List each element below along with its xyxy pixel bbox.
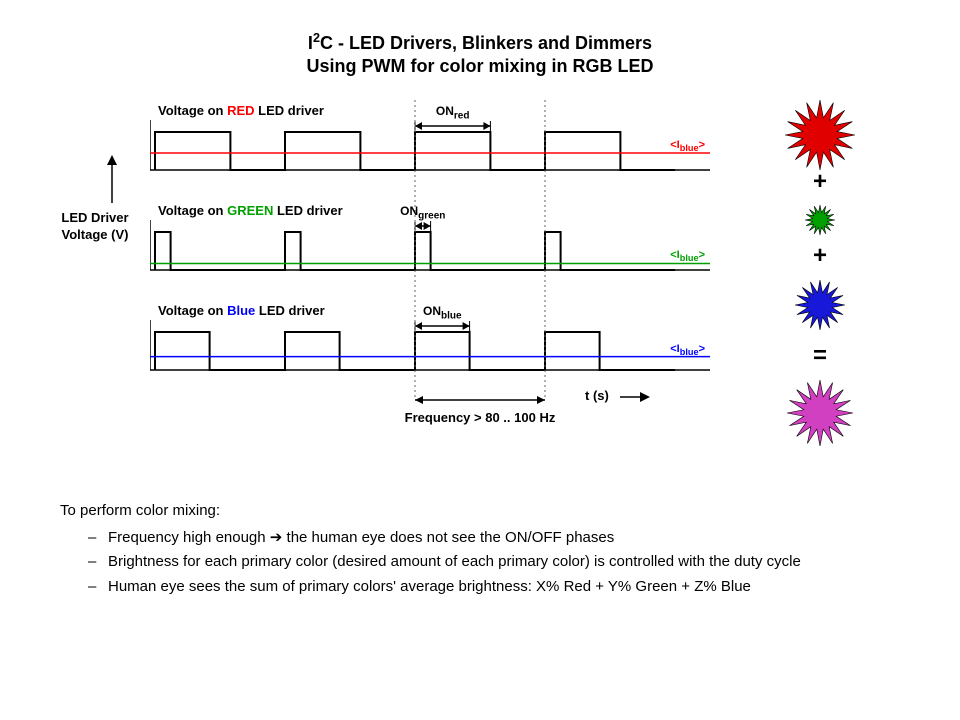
waveform-green-label: Voltage on GREEN LED driver <box>158 203 343 218</box>
page-title: I2C - LED Drivers, Blinkers and Dimmers … <box>0 30 960 79</box>
starburst-green-icon <box>805 205 835 235</box>
equals: = <box>805 342 835 370</box>
yaxis-label: LED Driver Voltage (V) <box>60 210 130 244</box>
avg-label-red: <Iblue> <box>670 139 705 153</box>
text-intro: To perform color mixing: <box>60 500 900 523</box>
freq-label: Frequency > 80 .. 100 Hz <box>380 410 580 425</box>
avg-label-green: <Iblue> <box>670 249 705 263</box>
starburst-mix-icon <box>787 380 853 446</box>
starburst-red-icon <box>785 100 855 170</box>
plus-1: + <box>805 168 835 196</box>
taxis-arrow-icon <box>620 390 650 404</box>
yaxis-text: LED Driver Voltage (V) <box>61 210 128 242</box>
bullet-2: Brightness for each primary color (desir… <box>60 551 900 574</box>
avg-label-blue: <Iblue> <box>670 343 705 357</box>
bullet-3: Human eye sees the sum of primary colors… <box>60 576 900 599</box>
waveform-blue-label: Voltage on Blue LED driver <box>158 303 325 318</box>
starburst-blue-icon <box>795 280 845 330</box>
taxis-label: t (s) <box>585 388 609 403</box>
yaxis-arrow-icon <box>102 155 122 205</box>
on-label-green: ONgreen <box>393 204 453 221</box>
on-label-blue: ONblue <box>412 304 472 321</box>
plus-2: + <box>805 242 835 270</box>
title-line2: Using PWM for color mixing in RGB LED <box>306 56 653 76</box>
text-block: To perform color mixing: Frequency high … <box>60 500 900 600</box>
waveform-red-label: Voltage on RED LED driver <box>158 103 324 118</box>
on-label-red: ONred <box>423 104 483 121</box>
title-line1-rest: C - LED Drivers, Blinkers and Dimmers <box>320 33 652 53</box>
bullet-1: Frequency high enough ➔ the human eye do… <box>60 527 900 550</box>
diagram-area: LED Driver Voltage (V) Voltage on RED LE… <box>60 100 900 480</box>
title-line1-sup: 2 <box>313 31 320 45</box>
